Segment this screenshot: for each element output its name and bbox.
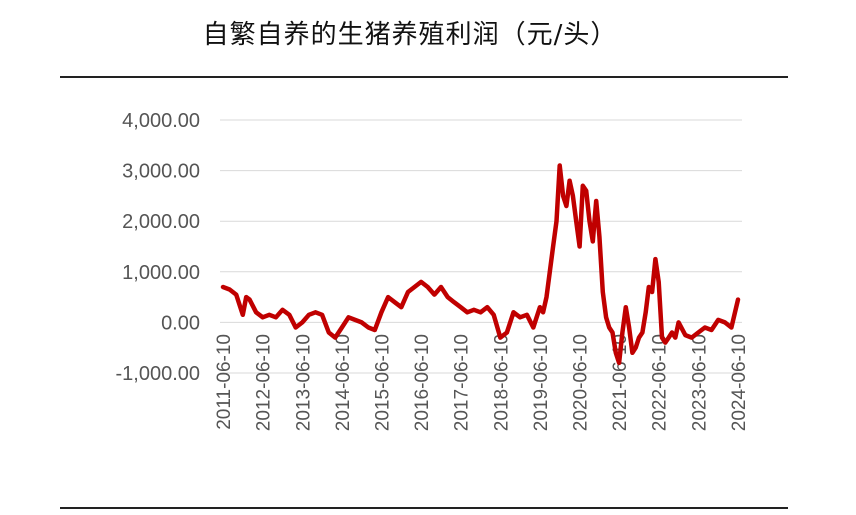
x-tick-label: 2014-06-10 [333, 334, 354, 431]
y-tick-label: -1,000.00 [115, 363, 200, 385]
x-tick-label: 2020-06-10 [571, 334, 592, 431]
x-tick-label: 2011-06-10 [214, 334, 235, 430]
x-tick-label: 2023-06-10 [689, 334, 710, 431]
y-tick-label: 3,000.00 [122, 161, 200, 183]
y-tick-label: 1,000.00 [122, 262, 200, 284]
title-divider [60, 76, 788, 78]
x-tick-label: 2013-06-10 [293, 334, 314, 431]
y-axis: -1,000.00 0.00 1,000.00 2,000.00 3,000.00 4,0… [115, 110, 200, 385]
x-tick-label: 2017-06-10 [452, 334, 473, 431]
y-tick-label: 0.00 [161, 312, 200, 334]
x-axis: 2011-06-10 2012-06-10 2013-06-10 2014-06-10… [214, 334, 750, 431]
series-line [220, 163, 741, 366]
bottom-divider [60, 507, 788, 509]
x-tick-label: 2022-06-10 [650, 334, 671, 431]
x-tick-label: 2015-06-10 [372, 334, 393, 431]
x-tick-label: 2016-06-10 [412, 334, 433, 431]
y-tick-label: 4,000.00 [122, 110, 200, 132]
x-tick-label: 2012-06-10 [254, 334, 275, 431]
y-tick-label: 2,000.00 [122, 211, 200, 233]
chart-title: 自繁自养的生猪养殖利润（元/头） [202, 20, 618, 50]
x-tick-label: 2019-06-10 [531, 334, 552, 431]
x-tick-label: 2024-06-10 [729, 334, 750, 431]
x-tick-label: 2018-06-10 [491, 334, 512, 431]
series-group [220, 163, 741, 366]
